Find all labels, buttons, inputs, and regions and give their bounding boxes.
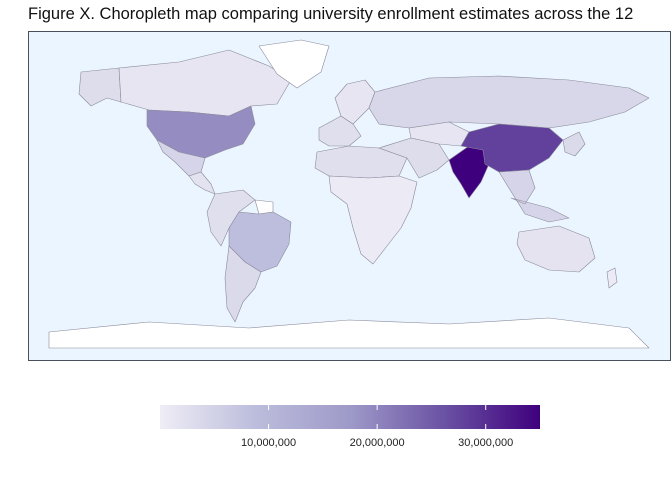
legend-tick-label: 30,000,000: [458, 437, 514, 449]
region-australia[interactable]: [516, 225, 596, 273]
region-new-zealand[interactable]: [606, 267, 618, 289]
region-antarctica[interactable]: [48, 317, 650, 349]
region-canada[interactable]: [118, 49, 292, 117]
region-southeast-asia[interactable]: [498, 169, 570, 223]
region-northern-europe[interactable]: [334, 79, 376, 125]
region-guianas[interactable]: [254, 199, 274, 215]
region-greenland[interactable]: [258, 39, 330, 89]
region-brazil[interactable]: [228, 211, 292, 273]
region-india[interactable]: [448, 145, 490, 199]
region-alaska[interactable]: [78, 67, 122, 107]
region-sub-saharan-africa[interactable]: [328, 175, 418, 265]
region-russia[interactable]: [368, 75, 650, 129]
legend-gradient-bar: [160, 405, 540, 429]
world-map: [48, 39, 650, 349]
map-title: Figure X. Choropleth map comparing unive…: [28, 5, 634, 23]
legend-tick-label: 10,000,000: [241, 437, 297, 449]
region-united-states[interactable]: [146, 105, 256, 159]
region-china[interactable]: [460, 123, 564, 173]
legend-tick-label: 20,000,000: [349, 437, 405, 449]
region-central-america[interactable]: [188, 171, 216, 195]
map-panel: [28, 31, 671, 361]
color-legend: 10,000,000 20,000,000 30,000,000: [160, 405, 540, 449]
region-japan-korea[interactable]: [562, 131, 586, 157]
region-southern-cone[interactable]: [224, 245, 262, 323]
